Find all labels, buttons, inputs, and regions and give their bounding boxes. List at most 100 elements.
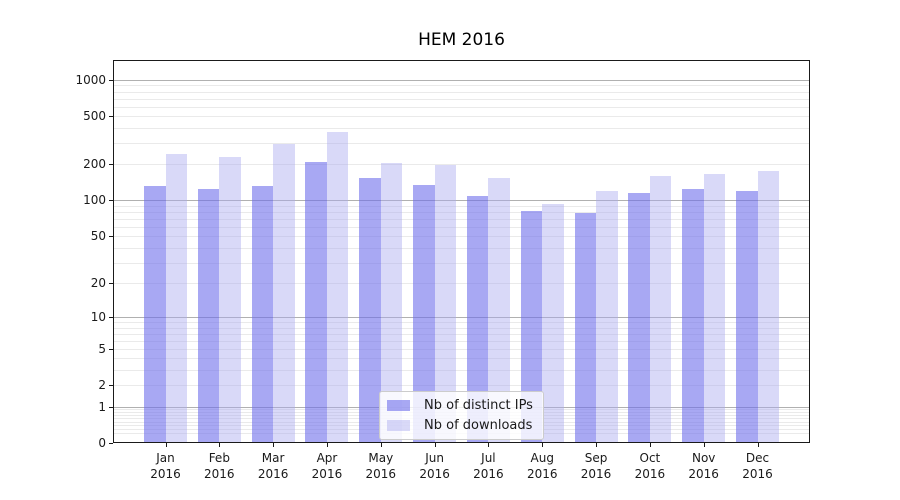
legend-entry-distinct-ips: Nb of distinct IPs <box>387 398 533 413</box>
bar-apr-distinct-ips <box>305 161 327 442</box>
x-tick-label-jul: Jul 2016 <box>473 451 504 481</box>
gridline-major <box>114 200 809 202</box>
bar-dec-downloads <box>757 171 780 442</box>
gridline-minor <box>114 91 809 93</box>
y-axis-tick <box>109 236 113 238</box>
bar-oct-distinct-ips <box>628 193 650 442</box>
y-tick-label: 100 <box>83 193 106 208</box>
y-tick-label: 50 <box>90 229 106 244</box>
y-tick-label: 1000 <box>75 72 106 87</box>
x-tick-label-dec: Dec 2016 <box>742 451 773 481</box>
gridline-minor <box>114 340 809 342</box>
bar-aug-downloads <box>542 204 564 442</box>
y-tick-label: 200 <box>83 157 106 172</box>
gridline-minor <box>114 348 809 350</box>
bar-jun-distinct-ips <box>413 184 435 442</box>
y-axis-tick <box>109 283 113 284</box>
y-tick-label: 0 <box>98 436 106 450</box>
x-axis-tick <box>649 443 651 447</box>
gridline-minor <box>114 262 809 264</box>
x-tick-label-jun: Jun 2016 <box>419 451 450 481</box>
bar-jan-distinct-ips <box>144 186 166 442</box>
legend-swatch-downloads <box>387 420 410 431</box>
x-tick-label-mar: Mar 2016 <box>257 451 289 481</box>
bar-aug-distinct-ips <box>520 210 543 442</box>
legend-swatch-distinct-ips <box>387 400 410 411</box>
x-axis-tick <box>273 443 275 447</box>
y-axis-tick <box>109 164 113 166</box>
y-tick-label: 1 <box>98 399 106 414</box>
chart-title: HEM 2016 <box>418 30 505 50</box>
x-axis-tick <box>757 443 759 447</box>
x-axis-tick <box>219 443 221 447</box>
x-tick-label-jan: Jan 2016 <box>150 451 181 481</box>
x-axis-tick <box>380 443 382 447</box>
gridline-minor <box>114 247 809 249</box>
x-tick-label-oct: Oct 2016 <box>634 451 666 481</box>
y-tick-label: 20 <box>90 276 106 290</box>
legend-label-downloads: Nb of downloads <box>424 418 533 433</box>
gridline-major <box>114 79 809 81</box>
bar-sep-distinct-ips <box>574 212 597 442</box>
y-axis-tick <box>109 116 113 118</box>
gridline-minor <box>114 358 809 360</box>
y-axis-tick <box>109 200 113 202</box>
x-tick-label-feb: Feb 2016 <box>204 451 235 481</box>
y-tick-label: 5 <box>98 341 106 356</box>
gridline-major <box>114 316 809 318</box>
x-tick-label-apr: Apr 2016 <box>311 451 343 481</box>
legend-entry-downloads: Nb of downloads <box>387 418 533 433</box>
gridline-minor <box>114 212 809 214</box>
bar-dec-distinct-ips <box>736 190 758 442</box>
gridline-minor <box>114 116 809 118</box>
x-axis-tick <box>434 443 436 447</box>
x-axis-tick <box>596 443 598 447</box>
bar-may-distinct-ips <box>359 178 381 442</box>
gridline-minor <box>114 370 809 372</box>
gridline-minor <box>114 236 809 238</box>
bar-jul-distinct-ips <box>466 196 489 442</box>
gridline-minor <box>114 385 809 387</box>
y-tick-label: 500 <box>83 109 106 124</box>
gridline-minor <box>114 322 809 323</box>
y-axis-tick <box>109 385 113 387</box>
bar-feb-downloads <box>219 156 241 442</box>
bar-feb-distinct-ips <box>197 188 220 442</box>
y-axis-tick <box>109 406 113 408</box>
bar-nov-downloads <box>703 173 726 442</box>
x-tick-label-may: May 2016 <box>365 451 397 481</box>
bar-oct-downloads <box>649 175 672 442</box>
x-axis-tick <box>165 443 167 447</box>
x-tick-label-nov: Nov 2016 <box>688 451 719 481</box>
bar-jun-downloads <box>434 164 457 442</box>
x-tick-label-aug: Aug 2016 <box>526 451 558 481</box>
x-axis-tick <box>703 443 705 447</box>
gridline-minor <box>114 143 809 145</box>
y-axis-tick <box>109 348 113 350</box>
bar-apr-downloads <box>326 132 349 442</box>
bar-jul-downloads <box>488 178 510 442</box>
bar-mar-distinct-ips <box>251 185 274 442</box>
gridline-minor <box>114 106 809 108</box>
y-tick-label: 10 <box>90 309 106 324</box>
gridline-minor <box>114 164 809 166</box>
gridline-minor <box>114 283 809 284</box>
y-axis-tick <box>109 79 113 81</box>
bar-nov-distinct-ips <box>682 188 704 442</box>
gridline-minor <box>114 226 809 228</box>
x-axis-tick <box>542 443 544 447</box>
gridline-minor <box>114 218 809 220</box>
x-axis-tick <box>488 443 490 447</box>
y-axis-tick <box>109 316 113 318</box>
y-axis-tick <box>109 443 113 444</box>
gridline-minor <box>114 98 809 100</box>
plot-area <box>113 60 810 443</box>
bar-mar-downloads <box>273 143 295 442</box>
legend: Nb of distinct IPs Nb of downloads <box>379 391 544 440</box>
gridline-minor <box>114 333 809 335</box>
legend-label-distinct-ips: Nb of distinct IPs <box>424 398 533 413</box>
x-axis-tick <box>326 443 328 447</box>
bar-jan-downloads <box>165 154 187 442</box>
x-tick-label-sep: Sep 2016 <box>580 451 612 481</box>
gridline-minor <box>114 85 809 87</box>
